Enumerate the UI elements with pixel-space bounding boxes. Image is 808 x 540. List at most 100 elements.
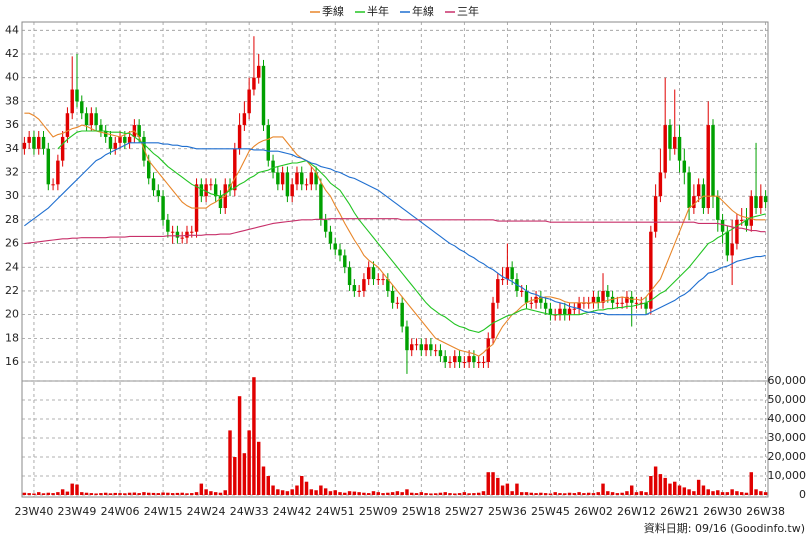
candle-body xyxy=(711,125,715,197)
x-tick-label: 26W21 xyxy=(660,505,699,518)
candle-body xyxy=(328,231,333,244)
volume-bar xyxy=(739,492,744,495)
volume-bar xyxy=(620,492,624,495)
footer: 資料日期: 09/16 (Goodinfo.tw) xyxy=(644,521,805,535)
volume-bar xyxy=(548,493,553,495)
candle-body xyxy=(563,308,567,315)
volume-bar xyxy=(60,489,65,495)
volume-bar xyxy=(491,472,495,495)
candle-body xyxy=(256,65,261,78)
candle-body xyxy=(376,279,380,281)
plot-frame xyxy=(21,21,769,498)
candle-body xyxy=(625,296,629,303)
candle-body xyxy=(304,184,309,186)
volume-bar xyxy=(161,492,165,495)
candle-body xyxy=(653,196,658,232)
candle-body xyxy=(682,160,687,173)
candle-body xyxy=(505,267,510,280)
candle-body xyxy=(300,172,304,185)
y-tick-label: 16 xyxy=(5,355,19,368)
volume-bar xyxy=(682,487,687,495)
volume-bar xyxy=(185,493,189,495)
volume-bar xyxy=(51,493,55,495)
volume-bar xyxy=(352,491,357,495)
candle-body xyxy=(629,296,634,303)
candle-body xyxy=(744,219,749,226)
volume-bar xyxy=(692,491,696,495)
candle-body xyxy=(419,344,424,351)
volume-bar xyxy=(343,492,347,495)
ma-line xyxy=(24,112,766,357)
candle-body xyxy=(673,136,677,149)
y-tick-label: 0 xyxy=(799,488,806,501)
volume-bar xyxy=(175,492,180,495)
candle-body xyxy=(161,196,165,220)
y-tick-label: 20,000 xyxy=(768,450,807,463)
volume-bar xyxy=(118,493,122,495)
candle-body xyxy=(539,296,543,303)
candle-body xyxy=(175,231,180,238)
volume-bar xyxy=(649,476,653,495)
volume-bar xyxy=(558,493,562,495)
volume-bar xyxy=(663,477,667,495)
volume-bar xyxy=(596,492,600,495)
candle-body xyxy=(190,231,194,233)
volume-bar xyxy=(395,491,400,495)
volume-bar xyxy=(381,493,385,495)
candle-body xyxy=(510,267,514,280)
y-tick-label: 34 xyxy=(5,142,19,155)
volume-bar xyxy=(716,490,720,495)
y-tick-label: 40 xyxy=(5,71,19,84)
volume-bar xyxy=(476,492,481,495)
candle-body xyxy=(405,326,409,351)
volume-bar xyxy=(405,489,409,495)
candle-body xyxy=(601,290,605,303)
x-tick-label: 25W45 xyxy=(531,505,570,518)
x-tick-label: 24W06 xyxy=(101,505,140,518)
x-tick-label: 25W18 xyxy=(402,505,441,518)
y-tick-label: 20 xyxy=(5,308,19,321)
volume-bar xyxy=(32,493,36,495)
candle-body xyxy=(276,172,280,185)
candle-body xyxy=(443,356,447,363)
volume-bar xyxy=(142,492,146,495)
candle-body xyxy=(448,362,452,364)
candle-body xyxy=(730,243,734,256)
volume-bar xyxy=(333,490,337,495)
candle-body xyxy=(204,184,208,197)
volume-bar xyxy=(170,493,175,495)
candle-body xyxy=(89,113,94,126)
candle-body xyxy=(338,249,342,256)
x-tick-label: 23W49 xyxy=(58,505,97,518)
volume-bar xyxy=(247,430,251,495)
candle-body xyxy=(65,113,70,137)
volume-bar xyxy=(601,483,605,495)
x-tick-label: 26W12 xyxy=(617,505,656,518)
volume-bar xyxy=(151,492,156,495)
volume-bar xyxy=(457,493,462,495)
candle-body xyxy=(548,308,553,315)
y-tick-label: 30,000 xyxy=(768,431,807,444)
candle-body xyxy=(500,279,505,281)
volume-bar xyxy=(539,492,543,495)
candle-body xyxy=(118,136,122,143)
candle-body xyxy=(400,302,404,327)
x-tick-label: 24W51 xyxy=(316,505,355,518)
volume-bar xyxy=(453,493,457,495)
candle-body xyxy=(75,89,79,102)
volume-bar xyxy=(696,479,701,495)
y-tick-label: 38 xyxy=(5,94,19,107)
volume-bar xyxy=(209,491,213,495)
candle-body xyxy=(27,136,31,143)
ma-line xyxy=(24,142,766,316)
candle-body xyxy=(323,219,328,232)
volume-bar xyxy=(328,491,333,495)
volume-bar xyxy=(591,493,596,495)
volume-bar xyxy=(677,485,682,495)
volume-bar xyxy=(386,492,390,495)
candle-body xyxy=(395,302,400,304)
candle-body xyxy=(520,290,524,292)
candle-body xyxy=(285,172,290,197)
volume-bar xyxy=(65,491,70,495)
